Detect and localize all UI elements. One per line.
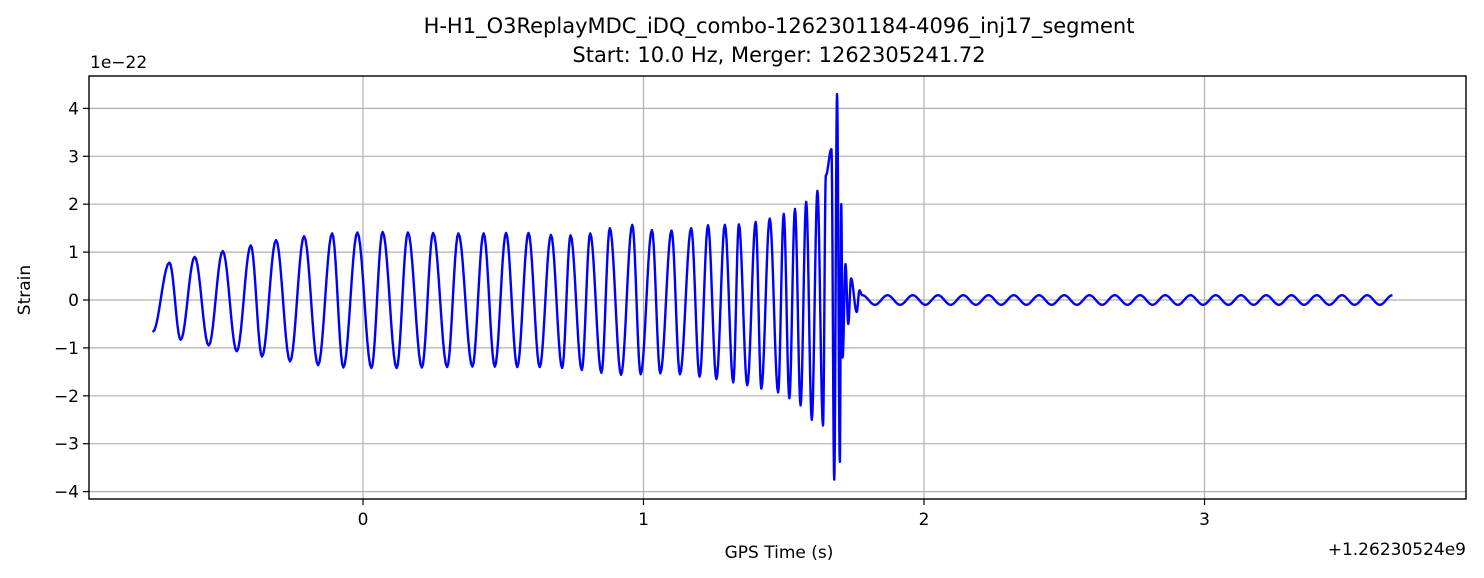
y-tick-label: −1 [54,339,79,359]
y-tick-label: 4 [68,99,79,119]
y-tick-label: 3 [68,147,79,167]
x-offset-label: +1.26230524e9 [1328,540,1466,560]
chart-title-line2: Start: 10.0 Hz, Merger: 1262305241.72 [572,43,985,67]
x-tick-label: 3 [1199,510,1210,530]
y-scale-label: 1e−22 [90,53,147,73]
y-tick-label: −3 [54,435,79,455]
chart-title-line1: H-H1_O3ReplayMDC_iDQ_combo-1262301184-40… [424,14,1135,39]
strain-series-line [151,92,1393,481]
y-tick-label: −4 [54,483,79,503]
y-tick-label: −2 [54,387,79,407]
y-axis-label: Strain [15,265,35,315]
axis-ticks: 0 1 2 3 −4 −3 −2 −1 0 1 2 3 4 [54,99,1210,530]
x-axis-label: GPS Time (s) [725,543,834,563]
x-tick-label: 1 [638,510,649,530]
y-tick-label: 2 [68,195,79,215]
x-tick-label: 0 [358,510,369,530]
plot-frame [88,75,1467,500]
y-tick-label: 0 [68,291,79,311]
grid [89,76,1466,499]
x-tick-label: 2 [919,510,930,530]
y-tick-label: 1 [68,243,79,263]
